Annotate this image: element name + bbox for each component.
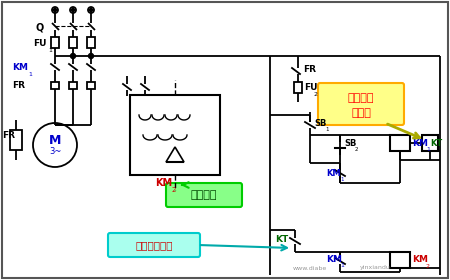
Bar bbox=[390, 252, 410, 268]
Text: KT: KT bbox=[430, 139, 442, 148]
Bar bbox=[390, 135, 410, 151]
Text: 1: 1 bbox=[340, 263, 344, 268]
Circle shape bbox=[72, 8, 75, 11]
Bar bbox=[69, 82, 77, 89]
Text: 1: 1 bbox=[426, 147, 430, 152]
Bar bbox=[10, 130, 22, 150]
Text: 1: 1 bbox=[340, 177, 343, 182]
Text: 断电延时: 断电延时 bbox=[348, 93, 374, 103]
Text: KM: KM bbox=[326, 169, 341, 178]
Bar bbox=[294, 82, 302, 93]
Text: 直流电源: 直流电源 bbox=[191, 190, 217, 200]
Text: SB: SB bbox=[314, 118, 326, 127]
Text: KT: KT bbox=[275, 235, 288, 244]
Bar bbox=[69, 37, 77, 48]
Text: 1: 1 bbox=[48, 48, 52, 53]
Text: 1: 1 bbox=[28, 72, 32, 77]
Text: 断电延时断开: 断电延时断开 bbox=[135, 240, 173, 250]
Text: KM: KM bbox=[412, 255, 428, 265]
FancyBboxPatch shape bbox=[108, 233, 200, 257]
Text: FR: FR bbox=[303, 64, 316, 74]
Text: 2: 2 bbox=[172, 187, 176, 193]
Bar bbox=[51, 37, 59, 48]
Bar bbox=[422, 135, 438, 151]
Text: KM: KM bbox=[12, 64, 28, 73]
Text: SB: SB bbox=[344, 139, 356, 148]
Circle shape bbox=[89, 53, 94, 59]
Bar bbox=[87, 82, 95, 89]
FancyBboxPatch shape bbox=[318, 83, 404, 125]
Text: FU: FU bbox=[33, 39, 46, 48]
Circle shape bbox=[54, 8, 57, 11]
Text: 继电器: 继电器 bbox=[351, 108, 371, 118]
Text: FR: FR bbox=[12, 81, 25, 90]
Text: FU: FU bbox=[304, 83, 318, 92]
Text: 2: 2 bbox=[355, 147, 359, 152]
Text: 1: 1 bbox=[325, 127, 328, 132]
Text: 3~: 3~ bbox=[49, 148, 61, 157]
Text: www.diabe: www.diabe bbox=[293, 265, 327, 270]
Circle shape bbox=[71, 53, 76, 59]
Text: M: M bbox=[49, 134, 61, 146]
Circle shape bbox=[90, 8, 93, 11]
Text: KM: KM bbox=[326, 255, 342, 263]
Bar bbox=[87, 37, 95, 48]
Text: KM: KM bbox=[155, 178, 172, 188]
Text: 2: 2 bbox=[314, 92, 318, 97]
Text: KM: KM bbox=[412, 139, 428, 148]
Text: yinxiandu: yinxiandu bbox=[360, 265, 391, 270]
FancyBboxPatch shape bbox=[166, 183, 242, 207]
Text: FR: FR bbox=[2, 130, 15, 139]
Text: 2: 2 bbox=[426, 264, 430, 269]
Bar bbox=[51, 82, 59, 89]
Bar bbox=[130, 95, 220, 175]
Text: Q: Q bbox=[35, 22, 43, 32]
